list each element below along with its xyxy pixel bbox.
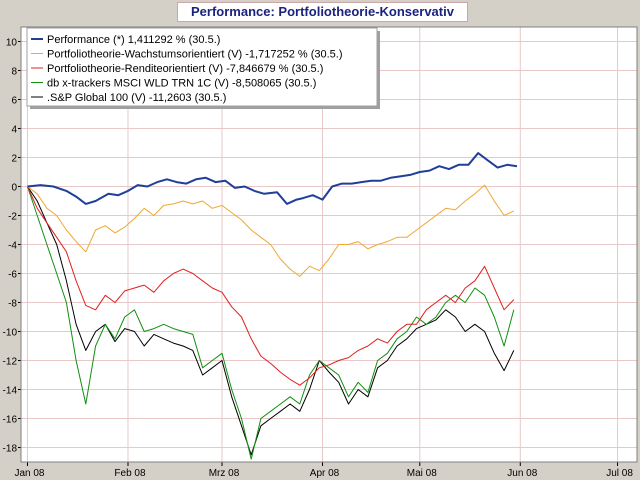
y-tick-label: -10 — [3, 328, 18, 339]
y-tick-label: 0 — [11, 183, 17, 194]
x-tick-label: Jul 08 — [606, 468, 633, 479]
x-tick-label: Jan 08 — [14, 468, 44, 479]
legend-label-4: db x-trackers MSCI WLD TRN 1C (V) -8,508… — [47, 78, 316, 90]
x-tick-label: Jun 08 — [507, 468, 537, 479]
series-line-1 — [27, 152, 518, 205]
series-line-2 — [27, 184, 515, 277]
legend-label-3: Portfoliotheorie-Renditeorientiert (V) -… — [47, 63, 323, 75]
y-tick-label: -18 — [3, 444, 18, 455]
x-tick-label: Apr 08 — [310, 468, 340, 479]
y-tick-label: -12 — [3, 357, 18, 368]
series-line-4 — [27, 186, 515, 460]
y-tick-label: 10 — [6, 38, 18, 49]
plot-frame — [20, 26, 638, 463]
y-tick-label: -4 — [8, 241, 17, 252]
y-tick-label: -6 — [8, 270, 17, 281]
y-tick-label: -16 — [3, 415, 18, 426]
legend-label-1: Performance (*) 1,411292 % (30.5.) — [47, 34, 220, 46]
x-tick-label: Mai 08 — [407, 468, 437, 479]
series-line-3 — [27, 186, 515, 386]
legend-label-5: .S&P Global 100 (V) -11,2603 (30.5.) — [47, 92, 226, 104]
x-tick-label: Mrz 08 — [209, 468, 240, 479]
legend-box — [26, 27, 378, 107]
y-tick-label: 8 — [11, 67, 17, 78]
y-tick-label: 2 — [11, 154, 17, 165]
x-tick-label: Feb 08 — [114, 468, 146, 479]
series-line-5 — [27, 186, 515, 456]
legend-label-2: Portfoliotheorie-Wachstumsorientiert (V)… — [47, 49, 343, 61]
y-tick-label: -8 — [8, 299, 17, 310]
y-tick-label: -2 — [8, 212, 17, 223]
y-tick-label: 4 — [11, 125, 17, 136]
y-tick-label: 6 — [11, 96, 17, 107]
y-tick-label: -14 — [3, 386, 18, 397]
chart-title: Performance: Portfoliotheorie-Konservati… — [177, 2, 468, 22]
